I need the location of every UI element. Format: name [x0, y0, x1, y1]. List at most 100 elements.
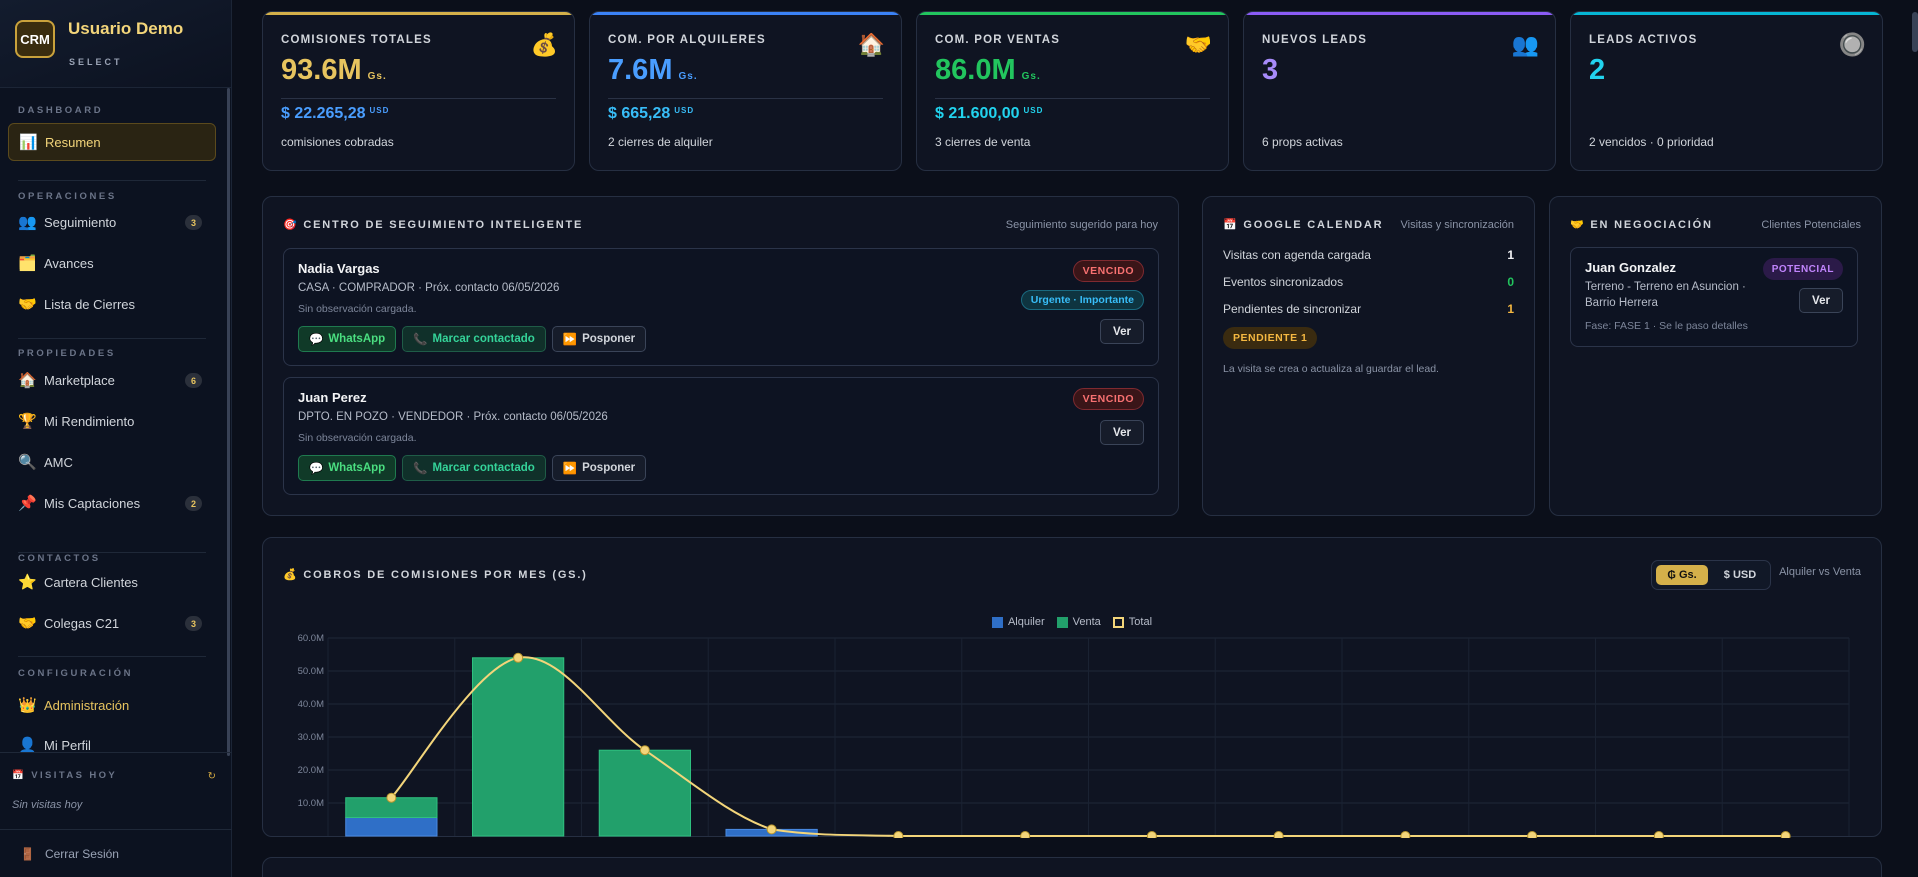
kpi-title: NUEVOS LEADS [1262, 34, 1368, 46]
divider [18, 656, 206, 657]
trophy-icon: 🏆 [18, 413, 37, 430]
button-label: Posponer [582, 462, 636, 474]
sidebar-item-label: Seguimiento [44, 214, 117, 230]
legend-total[interactable]: Total [1112, 616, 1153, 628]
panel-title-text: COBROS DE COMISIONES POR MES (GS.) [303, 569, 588, 581]
legend-swatch [991, 616, 1003, 628]
select-label[interactable]: SELECT [69, 57, 123, 67]
refresh-icon[interactable]: ↻ [207, 771, 216, 782]
panel-subtitle: Clientes Potenciales [1761, 219, 1861, 231]
ver-button[interactable]: Ver [1100, 319, 1144, 344]
negociacion-panel: 🤝 EN NEGOCIACIÓN Clientes Potenciales Ju… [1549, 196, 1882, 516]
door-icon: 🚪 [20, 846, 35, 861]
kpi-value-number: 86.0M [935, 54, 1016, 86]
sidebar-item-lista-cierres[interactable]: 🤝 Lista de Cierres [8, 285, 216, 323]
chart-icon: 📊 [19, 134, 38, 151]
legend-label: Alquiler [1007, 616, 1045, 628]
total-point [1400, 831, 1411, 838]
y-tick-label: 40.0M [298, 699, 324, 710]
kpi-usd: $ 22.265,28 USD [281, 105, 389, 123]
legend-venta[interactable]: Venta [1056, 616, 1101, 628]
row-label: Visitas con agenda cargada [1223, 248, 1371, 262]
comisiones-chart-panel: 💰 COBROS DE COMISIONES POR MES (GS.) ₲ G… [262, 537, 1882, 838]
sidebar-scrollbar[interactable] [227, 88, 230, 756]
calendar-note: La visita se crea o actualiza al guardar… [1223, 363, 1439, 375]
money-bag-icon: 💰 [530, 32, 558, 57]
vencido-badge: VENCIDO [1072, 260, 1144, 282]
sidebar-item-mi-perfil[interactable]: 👤 Mi Perfil [8, 726, 216, 752]
kpi-value-number: 93.6M [281, 54, 362, 86]
logout-button[interactable]: 🚪 Cerrar Sesión [0, 829, 232, 877]
handshake-icon: 🤝 [1184, 32, 1212, 57]
sidebar: CRM Usuario Demo SELECT DASHBOARD 📊 Resu… [0, 0, 232, 877]
kpi-usd-unit: USD [369, 106, 390, 115]
user-icon: 👤 [18, 737, 37, 752]
currency-gs-button[interactable]: ₲ Gs. [1656, 565, 1708, 585]
ver-button[interactable]: Ver [1799, 288, 1843, 313]
panel-title: 🤝 EN NEGOCIACIÓN [1570, 218, 1713, 231]
sidebar-item-amc[interactable]: 🔍 AMC [8, 443, 216, 481]
star-icon: ⭐ [18, 574, 37, 591]
kpi-com-ventas: COM. POR VENTAS 🤝 86.0M Gs. $ 21.600,00 US… [916, 11, 1229, 171]
calendar-icon: 📅 [12, 770, 32, 781]
kpi-accent-line [590, 12, 901, 15]
sidebar-item-mis-captaciones[interactable]: 📌 Mis Captaciones 2 [8, 484, 216, 522]
kpi-unit: Gs. [1021, 71, 1041, 82]
button-label: WhatsApp [328, 333, 386, 345]
section-configuracion: CONFIGURACIÓN [18, 668, 134, 679]
bar-venta [471, 657, 565, 837]
sidebar-nav: DASHBOARD 📊 Resumen OPERACIONES 👥 Seguim… [0, 88, 226, 752]
whatsapp-button[interactable]: 💬 WhatsApp [298, 326, 397, 352]
kpi-footnote: 2 cierres de alquiler [608, 135, 713, 149]
count-badge: 3 [185, 215, 202, 230]
posponer-button[interactable]: ⏩ Posponer [551, 455, 647, 481]
count-badge: 6 [185, 373, 202, 388]
client-desc-line1: Terreno - Terreno en Asuncion · [1585, 281, 1746, 293]
sidebar-item-mi-rendimiento[interactable]: 🏆 Mi Rendimiento [8, 402, 216, 440]
legend-label: Total [1128, 616, 1153, 628]
sidebar-item-administracion[interactable]: 👑 Administración [8, 686, 216, 724]
kpi-footnote: 2 vencidos · 0 prioridad [1589, 135, 1714, 149]
legend-swatch [1056, 616, 1068, 628]
people-icon: 👥 [1511, 32, 1539, 57]
kpi-accent-line [263, 12, 574, 15]
sidebar-item-resumen[interactable]: 📊 Resumen [8, 123, 216, 161]
sidebar-item-avances[interactable]: 🗂️ Avances [8, 244, 216, 282]
handshake-icon: 🤝 [18, 296, 37, 313]
whatsapp-button[interactable]: 💬 WhatsApp [298, 455, 397, 481]
sidebar-item-marketplace[interactable]: 🏠 Marketplace 6 [8, 361, 216, 399]
posponer-button[interactable]: ⏩ Posponer [551, 326, 647, 352]
calendar-row: Eventos sincronizados 0 [1223, 275, 1514, 289]
kpi-value: 3 [1262, 54, 1279, 86]
button-label: Posponer [582, 333, 636, 345]
kpi-unit: Gs. [367, 71, 387, 82]
calendar-row: Pendientes de sincronizar 1 [1223, 302, 1514, 316]
sidebar-item-seguimiento[interactable]: 👥 Seguimiento 3 [8, 203, 216, 241]
marcar-contactado-button[interactable]: 📞 Marcar contactado [402, 326, 546, 352]
divider [281, 98, 556, 99]
sidebar-item-cartera-clientes[interactable]: ⭐ Cartera Clientes [8, 563, 216, 601]
marcar-contactado-button[interactable]: 📞 Marcar contactado [402, 455, 546, 481]
y-tick-label: 50.0M [298, 666, 324, 677]
section-propiedades: PROPIEDADES [18, 348, 116, 359]
row-label: Eventos sincronizados [1223, 275, 1344, 289]
y-tick-label: 60.0M [298, 633, 324, 644]
count-badge: 2 [185, 496, 202, 511]
radio-button-icon: 🔘 [1838, 32, 1866, 57]
negociacion-card: Juan Gonzalez POTENCIAL Terreno - Terren… [1570, 247, 1858, 347]
legend-alquiler[interactable]: Alquiler [991, 616, 1045, 628]
ver-button[interactable]: Ver [1100, 420, 1144, 445]
currency-usd-button[interactable]: $ USD [1723, 569, 1757, 581]
total-point [766, 824, 777, 835]
kpi-value: 7.6M Gs. [608, 54, 698, 87]
y-tick-label: 20.0M [298, 765, 324, 776]
kpi-value: 86.0M Gs. [935, 54, 1041, 87]
main-scrollbar[interactable] [1912, 12, 1918, 52]
kpi-accent-line [1571, 12, 1882, 15]
button-label: Marcar contactado [432, 333, 535, 345]
kpi-value: 2 [1589, 54, 1606, 86]
total-point [1146, 831, 1157, 838]
button-label: Marcar contactado [432, 462, 535, 474]
sidebar-item-colegas[interactable]: 🤝 Colegas C21 3 [8, 604, 216, 642]
chart-legend: Alquiler Venta Total [263, 616, 1881, 628]
